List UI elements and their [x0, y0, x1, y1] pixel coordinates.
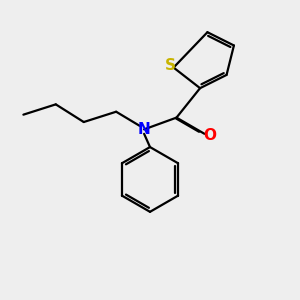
Text: N: N [138, 122, 151, 137]
Text: S: S [164, 58, 175, 73]
Text: O: O [203, 128, 216, 143]
